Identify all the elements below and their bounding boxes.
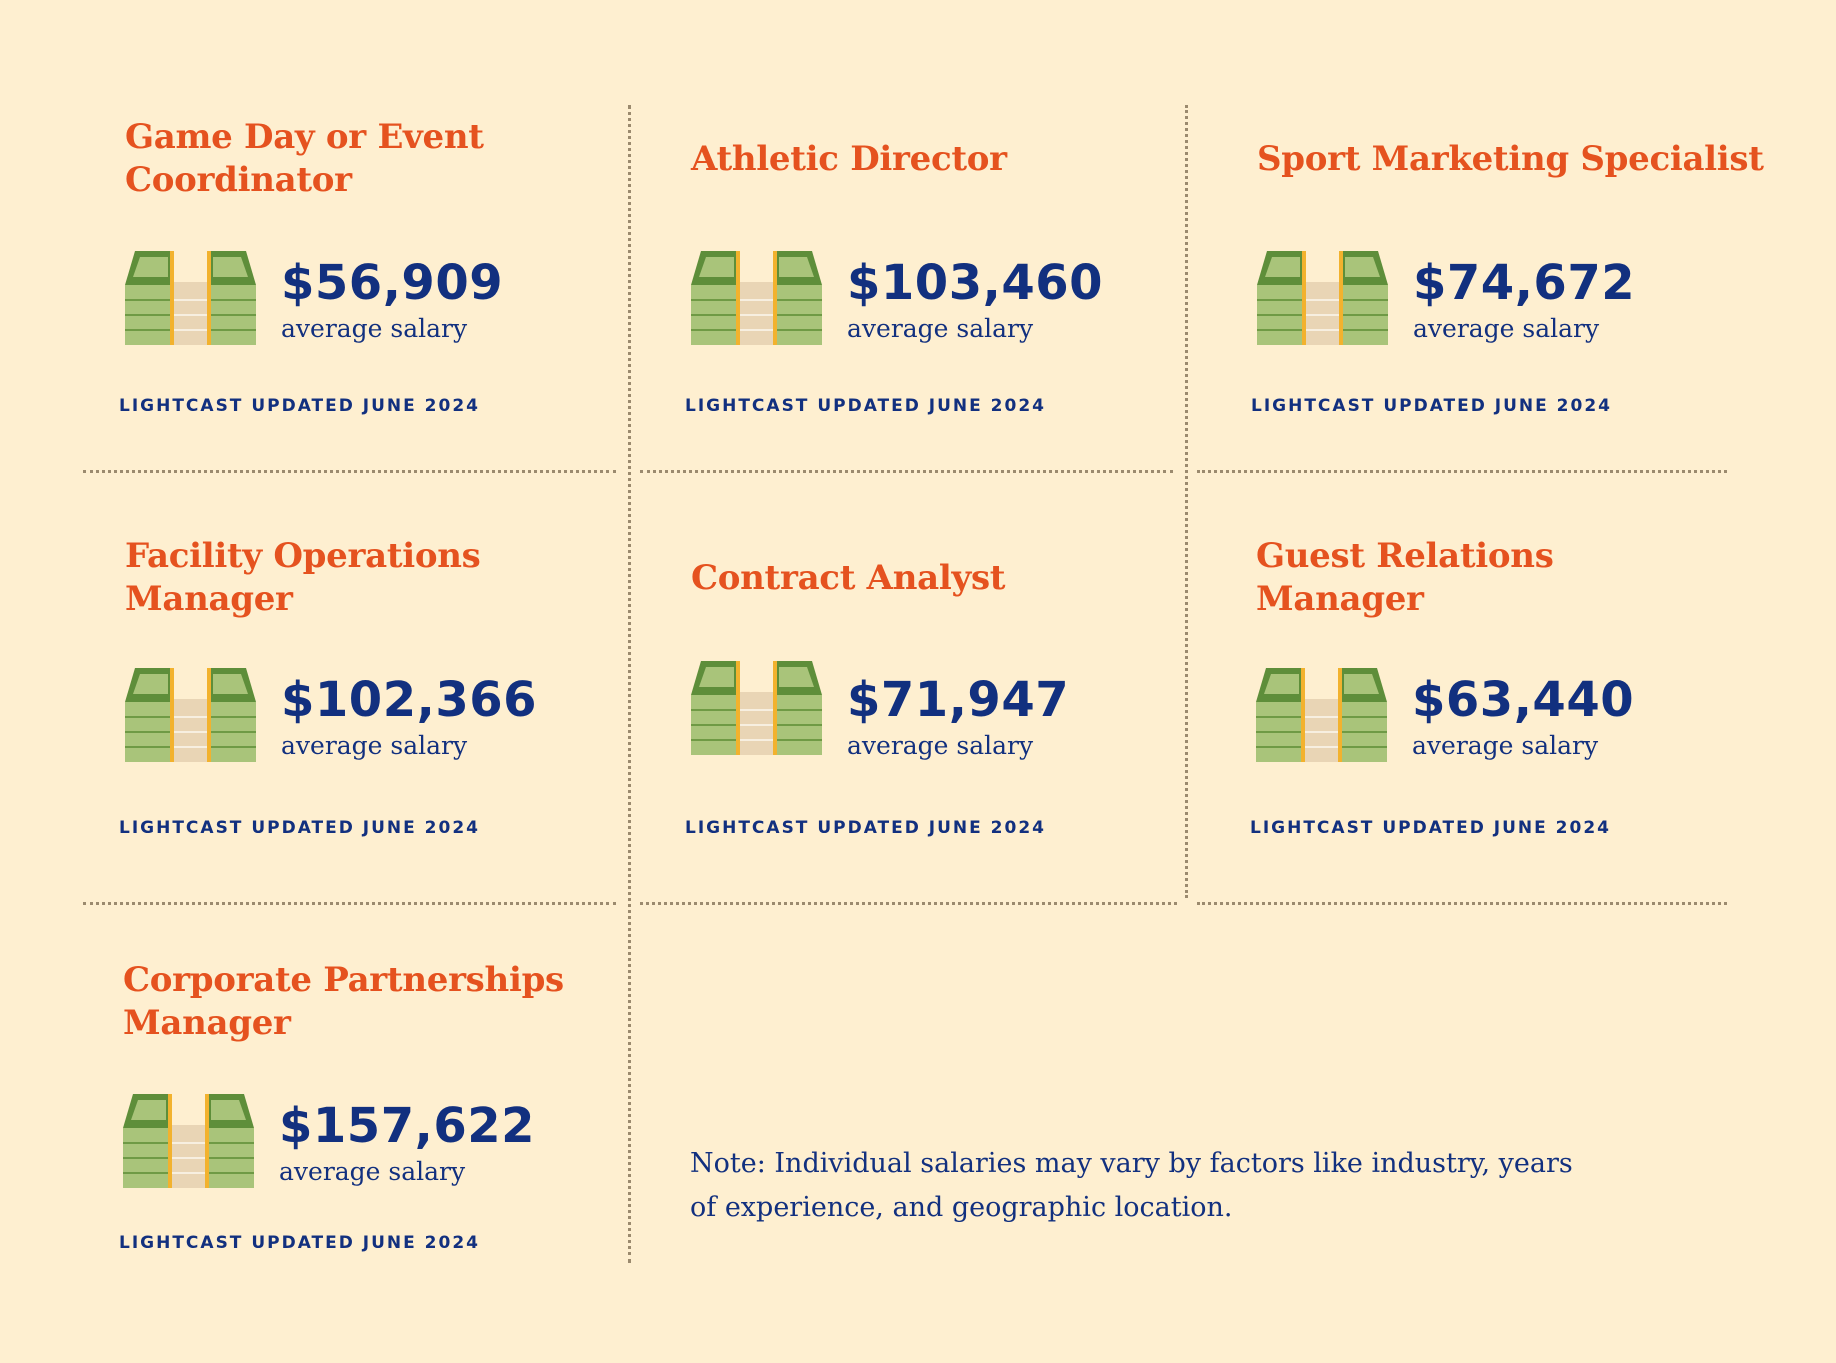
salary-value: $63,440 bbox=[1412, 672, 1635, 728]
source-label: LIGHTCAST UPDATED JUNE 2024 bbox=[119, 1233, 480, 1253]
salary-value: $71,947 bbox=[847, 672, 1070, 728]
divider-horizontal-1b bbox=[640, 470, 1173, 473]
job-title: Facility Operations Manager bbox=[125, 536, 481, 619]
divider-vertical-1 bbox=[628, 105, 631, 1263]
source-label: LIGHTCAST UPDATED JUNE 2024 bbox=[119, 396, 480, 416]
job-title: Contract Analyst bbox=[691, 558, 1006, 598]
salary-label: average salary bbox=[1412, 731, 1599, 760]
salary-value: $157,622 bbox=[279, 1098, 536, 1154]
money-stack-icon bbox=[1256, 666, 1387, 762]
job-title: Game Day or Event Coordinator bbox=[125, 117, 484, 200]
money-stack-icon bbox=[123, 1092, 254, 1188]
salary-label: average salary bbox=[847, 314, 1034, 343]
source-label: LIGHTCAST UPDATED JUNE 2024 bbox=[1251, 396, 1612, 416]
job-title: Corporate Partnerships Manager bbox=[123, 960, 564, 1043]
money-stack-icon bbox=[1257, 249, 1388, 345]
source-label: LIGHTCAST UPDATED JUNE 2024 bbox=[1250, 818, 1611, 838]
source-label: LIGHTCAST UPDATED JUNE 2024 bbox=[685, 396, 1046, 416]
job-title: Athletic Director bbox=[691, 139, 1007, 179]
source-label: LIGHTCAST UPDATED JUNE 2024 bbox=[685, 818, 1046, 838]
divider-horizontal-2a bbox=[83, 902, 616, 905]
salary-label: average salary bbox=[1413, 314, 1600, 343]
salary-label: average salary bbox=[281, 314, 468, 343]
salary-value: $102,366 bbox=[281, 672, 538, 728]
divider-horizontal-1a bbox=[83, 470, 616, 473]
divider-vertical-2 bbox=[1185, 105, 1188, 898]
divider-horizontal-2c bbox=[1197, 902, 1727, 905]
salary-value: $103,460 bbox=[847, 255, 1104, 311]
divider-horizontal-2b bbox=[640, 902, 1177, 905]
money-stack-icon bbox=[125, 666, 256, 762]
salary-label: average salary bbox=[281, 731, 468, 760]
salary-label: average salary bbox=[279, 1157, 466, 1186]
disclaimer-note: Note: Individual salaries may vary by fa… bbox=[690, 1148, 1573, 1223]
job-title: Guest Relations Manager bbox=[1256, 536, 1554, 619]
money-stack-icon bbox=[125, 249, 256, 345]
money-stack-icon bbox=[691, 249, 822, 345]
salary-label: average salary bbox=[847, 731, 1034, 760]
salary-value: $56,909 bbox=[281, 255, 504, 311]
salary-value: $74,672 bbox=[1413, 255, 1636, 311]
divider-horizontal-1c bbox=[1197, 470, 1727, 473]
source-label: LIGHTCAST UPDATED JUNE 2024 bbox=[119, 818, 480, 838]
job-title: Sport Marketing Specialist bbox=[1257, 139, 1764, 179]
money-stack-icon bbox=[691, 659, 822, 755]
